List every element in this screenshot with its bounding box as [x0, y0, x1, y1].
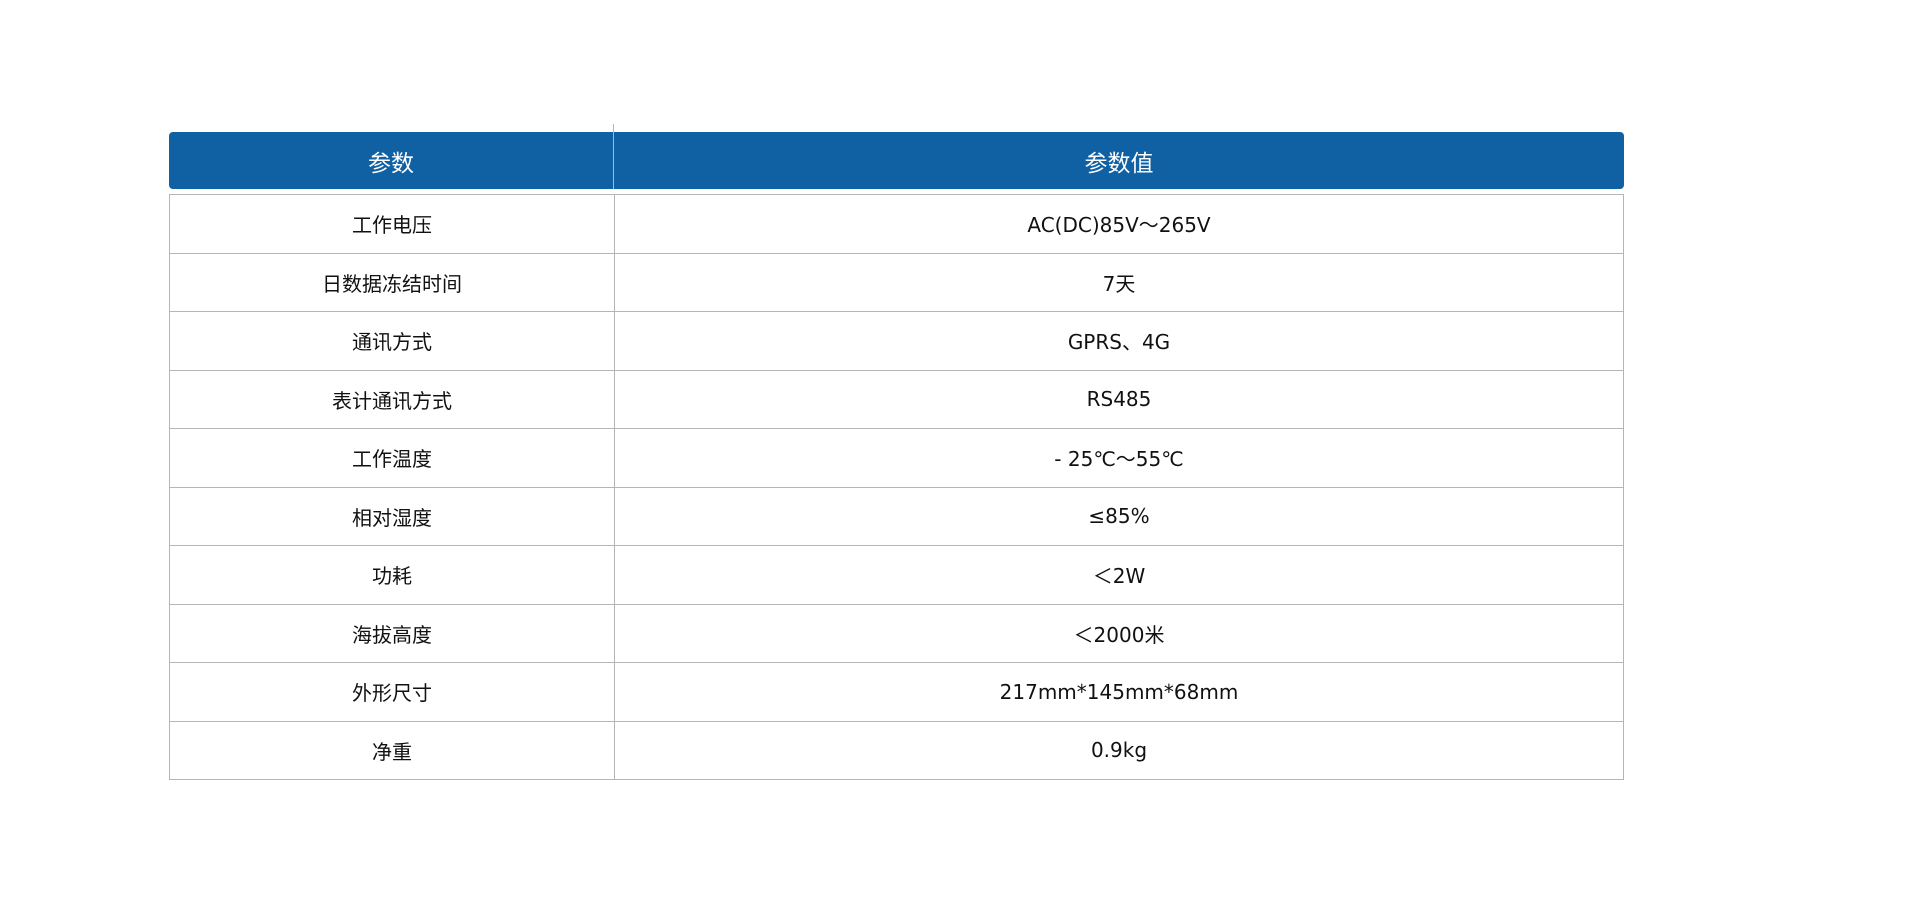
value-cell: RS485: [614, 369, 1624, 429]
table-row: 相对湿度 ≤85%: [169, 486, 1624, 546]
table-row: 表计通讯方式 RS485: [169, 369, 1624, 429]
param-cell: 表计通讯方式: [169, 369, 615, 429]
value-cell: ≤85%: [614, 486, 1624, 546]
param-cell: 工作温度: [169, 428, 615, 488]
value-cell: AC(DC)85V～265V: [614, 194, 1624, 254]
value-cell: 0.9kg: [614, 720, 1624, 780]
value-cell: GPRS、4G: [614, 311, 1624, 371]
table-row: 工作温度 - 25℃～55℃: [169, 428, 1624, 488]
header-param: 参数: [169, 132, 614, 189]
value-cell: - 25℃～55℃: [614, 428, 1624, 488]
table-row: 工作电压 AC(DC)85V～265V: [169, 194, 1624, 254]
table-header: 参数 参数值: [169, 132, 1624, 189]
param-cell: 通讯方式: [169, 311, 615, 371]
param-cell: 海拔高度: [169, 603, 615, 663]
param-cell: 外形尺寸: [169, 662, 615, 722]
table-row: 海拔高度 ＜2000米: [169, 603, 1624, 663]
param-cell: 净重: [169, 720, 615, 780]
param-cell: 工作电压: [169, 194, 615, 254]
table-row: 外形尺寸 217mm*145mm*68mm: [169, 662, 1624, 722]
table-row: 净重 0.9kg: [169, 720, 1624, 780]
header-value: 参数值: [1084, 150, 1154, 177]
param-cell: 功耗: [169, 545, 615, 605]
value-cell: 7天: [614, 252, 1624, 312]
param-cell: 相对湿度: [169, 486, 615, 546]
value-cell: ＜2000米: [614, 603, 1624, 663]
param-cell: 日数据冻结时间: [169, 252, 615, 312]
value-cell: ＜2W: [614, 545, 1624, 605]
table-row: 通讯方式 GPRS、4G: [169, 311, 1624, 371]
column-divider: [613, 124, 614, 134]
spec-table: 工作电压 AC(DC)85V～265V 日数据冻结时间 7天 通讯方式 GPRS、4G 表计…: [169, 194, 1624, 780]
value-cell: 217mm*145mm*68mm: [614, 662, 1624, 722]
table-row: 功耗 ＜2W: [169, 545, 1624, 605]
table-row: 日数据冻结时间 7天: [169, 252, 1624, 312]
